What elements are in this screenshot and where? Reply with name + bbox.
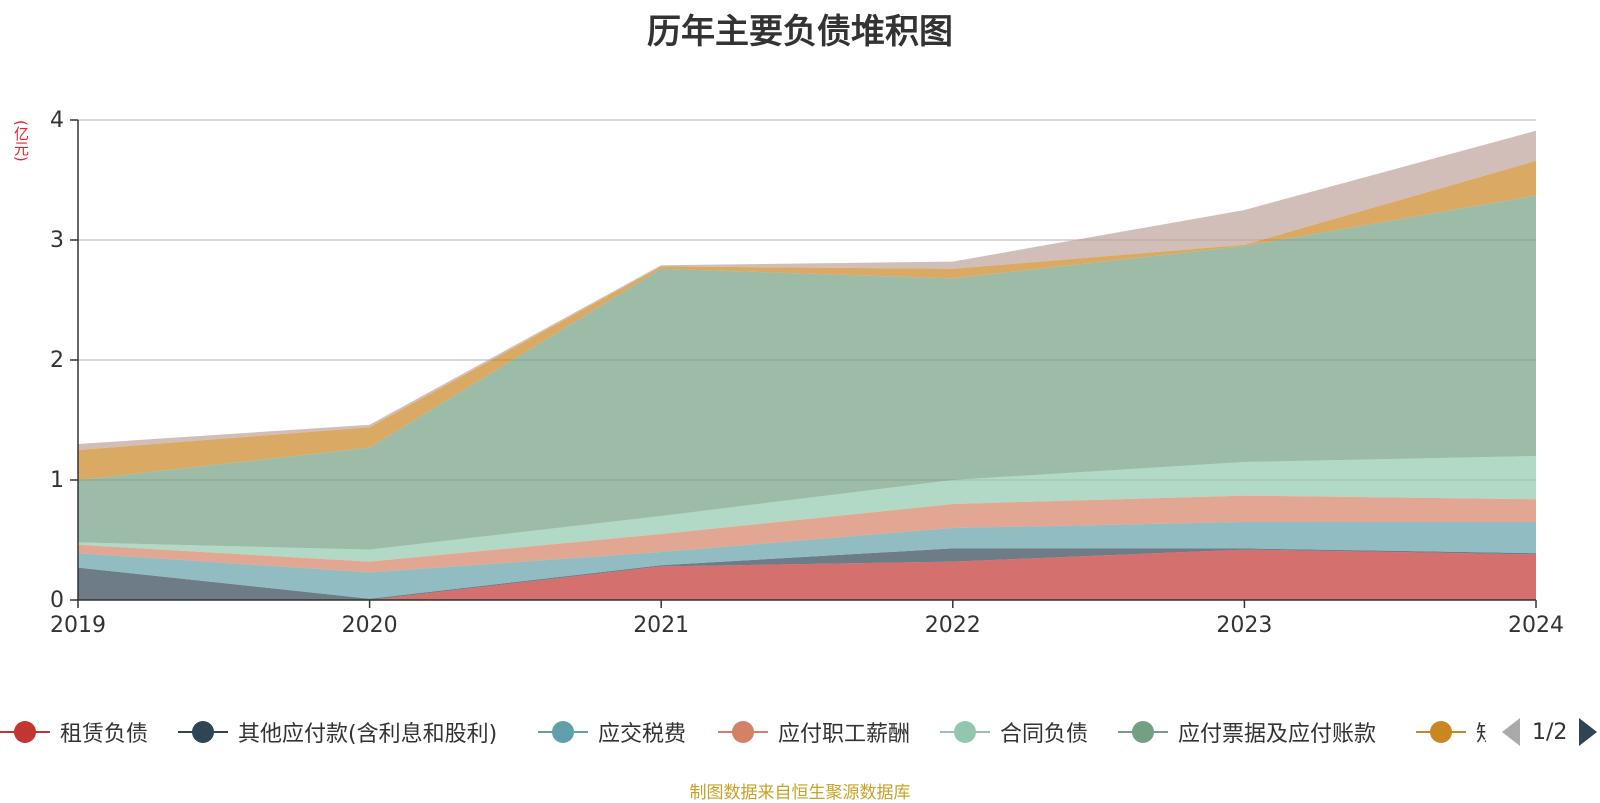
- area-series-0: [78, 549, 1536, 600]
- legend-label: 应交税费: [598, 722, 687, 747]
- legend-marker-icon: [538, 719, 588, 745]
- legend-marker-icon: [178, 719, 228, 745]
- axes: 0 1 2 3 4 2019 2020 2021 2022 2023 2024: [50, 108, 1564, 638]
- source-note: 制图数据来自恒生聚源数据库: [689, 783, 911, 803]
- area-series-3: [78, 495, 1536, 573]
- legend-label: 其他应付款(含利息和股利): [238, 722, 498, 747]
- legend: 租赁负债 其他应付款(含利息和股利) 应交税费 应付职工薪酬 合同负债 应付票据及应付账款…: [0, 712, 1486, 752]
- legend-item[interactable]: 应交税费: [538, 712, 686, 752]
- legend-item[interactable]: 其他应付款(含利息和股利): [178, 712, 497, 752]
- x-tick-label: 2024: [1508, 613, 1564, 638]
- y-tick-label: 2: [50, 348, 64, 373]
- legend-item[interactable]: 租赁负债: [0, 712, 148, 752]
- legend-item[interactable]: 合同负债: [940, 712, 1088, 752]
- legend-marker-icon: [940, 719, 990, 745]
- legend-marker-icon: [1416, 719, 1466, 745]
- legend-dot: [954, 721, 976, 743]
- x-tick-label: 2023: [1216, 613, 1272, 638]
- legend-label: 合同负债: [1000, 722, 1089, 747]
- legend-marker-icon: [0, 719, 50, 745]
- legend-prev-page-icon[interactable]: [1502, 718, 1520, 746]
- area-series-1: [78, 548, 1536, 600]
- y-tick-label: 0: [50, 588, 64, 613]
- legend-dot: [14, 721, 36, 743]
- y-tick-label: 4: [50, 108, 64, 133]
- legend-dot: [732, 721, 754, 743]
- legend-item[interactable]: 应付职工薪酬: [718, 712, 910, 752]
- legend-label: 应付职工薪酬: [778, 722, 911, 747]
- legend-item[interactable]: 短: [1416, 712, 1486, 752]
- legend-label: 租赁负债: [60, 722, 149, 747]
- x-tick-label: 2022: [925, 613, 981, 638]
- legend-item[interactable]: 应付票据及应付账款: [1118, 712, 1376, 752]
- legend-label: 应付票据及应付账款: [1178, 722, 1377, 747]
- area-series-2: [78, 522, 1536, 599]
- chart-title: 历年主要负债堆积图: [647, 12, 953, 52]
- legend-marker-icon: [1118, 719, 1168, 745]
- legend-page-indicator: 1/2: [1532, 719, 1568, 745]
- y-axis-unit-label: (亿元): [12, 120, 30, 162]
- y-tick-label: 3: [50, 228, 64, 253]
- x-tick-label: 2021: [633, 613, 689, 638]
- legend-dot: [192, 721, 214, 743]
- legend-dot: [1132, 721, 1154, 743]
- x-tick-label: 2019: [50, 613, 106, 638]
- stacked-area-chart: 0 1 2 3 4 2019 2020 2021 2022 2023 2024: [50, 108, 1564, 638]
- legend-label: 短: [1476, 716, 1486, 748]
- legend-next-page-icon[interactable]: [1579, 718, 1598, 746]
- x-tick-label: 2020: [342, 613, 398, 638]
- area-series-group: [78, 130, 1536, 600]
- y-tick-label: 1: [50, 468, 64, 493]
- legend-dot: [1430, 721, 1452, 743]
- area-series-5: [78, 195, 1536, 550]
- legend-marker-icon: [718, 719, 768, 745]
- area-series-4: [78, 456, 1536, 562]
- legend-pager: 1/2: [1500, 712, 1600, 752]
- area-series-6: [78, 160, 1536, 481]
- legend-dot: [552, 721, 574, 743]
